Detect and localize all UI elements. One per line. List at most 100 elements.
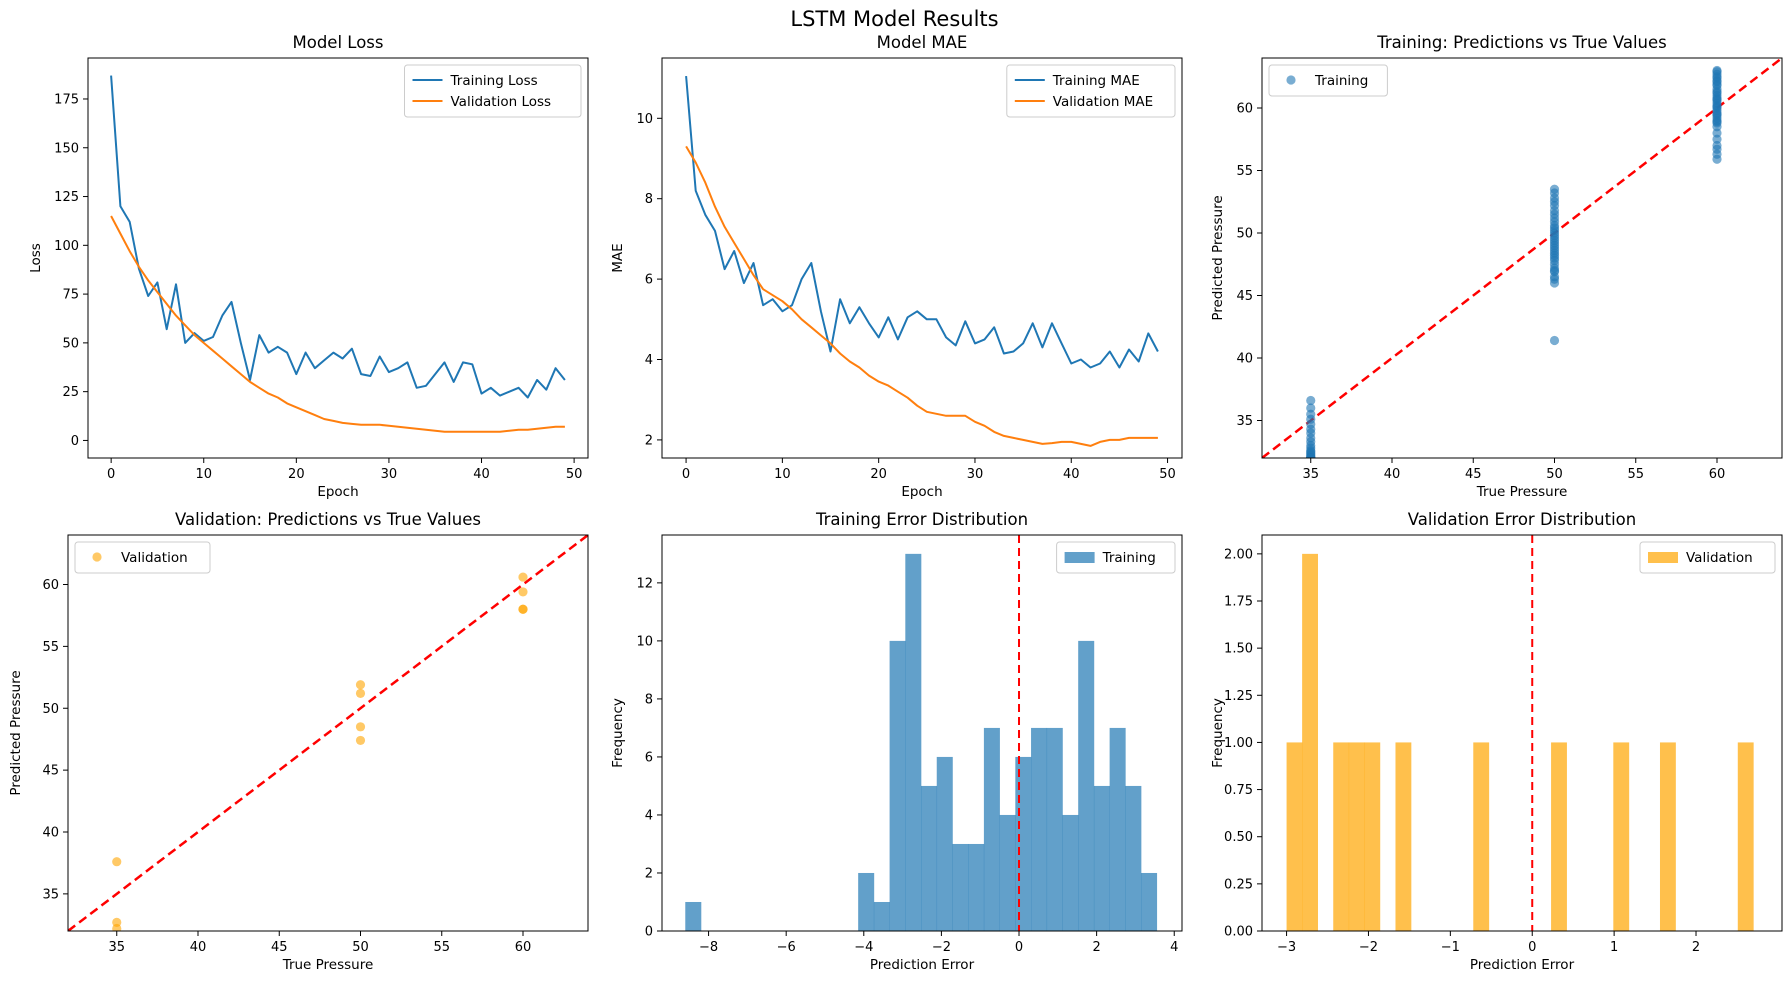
panel-6: Validation Error Distribution −3 −2 −1 0 1 2 0.… bbox=[1210, 510, 1783, 973]
x-axis-label: True Pressure bbox=[1476, 484, 1568, 500]
series-line-2 bbox=[685, 145, 1158, 447]
x-tick-label: −8 bbox=[699, 940, 718, 955]
histogram-bar bbox=[1125, 785, 1142, 931]
plot-area bbox=[110, 75, 566, 433]
plot-title: Model MAE bbox=[877, 33, 968, 52]
scatter-point bbox=[1712, 109, 1722, 119]
scatter-point bbox=[355, 735, 366, 746]
x-axis-label: Epoch bbox=[901, 484, 942, 500]
x-tick-label: 0 bbox=[682, 467, 690, 482]
y-tick-label: 1.75 bbox=[1224, 595, 1253, 610]
legend: Training bbox=[1268, 64, 1388, 97]
x-axis-label: True Pressure bbox=[282, 957, 374, 973]
x-axis-label: Epoch bbox=[317, 484, 358, 500]
x-tick-label: −3 bbox=[1277, 940, 1296, 955]
axes-frame bbox=[87, 57, 589, 459]
y-tick-label: 6 bbox=[645, 750, 653, 765]
x-tick-label: 20 bbox=[288, 467, 305, 482]
plot-area bbox=[1262, 58, 1782, 458]
histogram-bar bbox=[921, 785, 938, 931]
y-tick-label: 0.75 bbox=[1224, 783, 1253, 798]
x-tick-label: −4 bbox=[854, 940, 873, 955]
y-tick-label: 4 bbox=[645, 353, 653, 368]
axes-frame bbox=[661, 534, 1183, 932]
histogram-bar bbox=[1302, 553, 1318, 931]
legend-label: Validation Loss bbox=[451, 94, 552, 110]
histogram-bar bbox=[685, 901, 702, 931]
plot-area bbox=[685, 76, 1159, 447]
scatter-point bbox=[112, 857, 122, 867]
legend-label: Training Loss bbox=[450, 73, 538, 89]
x-tick-label: 35 bbox=[1302, 467, 1319, 482]
x-tick-label: 10 bbox=[195, 467, 212, 482]
histogram-bar bbox=[1286, 742, 1303, 931]
y-tick-label: 55 bbox=[42, 640, 59, 655]
histogram-bar bbox=[1473, 742, 1490, 931]
histogram-bar bbox=[1109, 727, 1126, 931]
y-tick-label: 35 bbox=[1236, 414, 1253, 429]
y-tick-label: 60 bbox=[1236, 102, 1253, 117]
series-line-2 bbox=[110, 215, 565, 433]
scatter-point bbox=[1712, 102, 1722, 112]
plot-title: Validation: Predictions vs True Values bbox=[175, 510, 481, 529]
histogram-bar bbox=[1364, 742, 1381, 931]
histogram-bar bbox=[968, 843, 985, 931]
y-tick-label: 60 bbox=[42, 578, 59, 593]
histogram-bar bbox=[999, 814, 1016, 931]
histogram-bar bbox=[1046, 727, 1063, 931]
x-tick-label: 0 bbox=[1015, 940, 1023, 955]
y-tick-label: 1.00 bbox=[1224, 736, 1253, 751]
y-tick-label: 50 bbox=[42, 702, 59, 717]
scatter-point bbox=[355, 680, 366, 690]
x-tick-label: 45 bbox=[271, 940, 288, 955]
scatter-point bbox=[1549, 278, 1560, 288]
legend-box bbox=[74, 541, 211, 574]
plot-area bbox=[1286, 535, 1754, 931]
histogram-bar bbox=[889, 640, 906, 931]
x-tick-label: 0 bbox=[1528, 940, 1536, 955]
x-tick-label: 35 bbox=[108, 940, 125, 955]
y-tick-label: 40 bbox=[42, 826, 59, 841]
y-tick-label: 2.00 bbox=[1224, 547, 1253, 562]
axes-frame bbox=[67, 534, 589, 932]
x-tick-label: −2 bbox=[932, 940, 951, 955]
x-tick-label: 50 bbox=[566, 467, 583, 482]
legend-box bbox=[1056, 541, 1176, 574]
histogram-bar bbox=[1093, 785, 1110, 931]
x-tick-label: 20 bbox=[870, 467, 887, 482]
y-tick-label: 10 bbox=[636, 112, 653, 127]
y-axis-label: Frequency bbox=[610, 698, 626, 768]
plot-title: Training Error Distribution bbox=[815, 510, 1028, 529]
legend-box bbox=[1639, 541, 1776, 574]
plot-title: Model Loss bbox=[293, 33, 384, 52]
y-axis-label: Loss bbox=[28, 243, 44, 273]
histogram-bar bbox=[1613, 742, 1630, 931]
x-tick-label: 1 bbox=[1610, 940, 1618, 955]
histogram-bar bbox=[1031, 727, 1048, 931]
histogram-bar bbox=[1062, 814, 1079, 931]
y-tick-label: 12 bbox=[636, 576, 653, 591]
scatter-point bbox=[518, 572, 528, 582]
y-tick-label: 45 bbox=[1236, 289, 1253, 304]
x-tick-label: 60 bbox=[1709, 467, 1726, 482]
y-tick-label: 0.00 bbox=[1224, 925, 1253, 940]
y-tick-label: 0 bbox=[71, 434, 79, 449]
x-tick-label: 2 bbox=[1692, 940, 1700, 955]
x-tick-label: 30 bbox=[967, 467, 984, 482]
legend: Training MAE Validation MAE bbox=[1006, 64, 1176, 118]
x-tick-label: 40 bbox=[473, 467, 490, 482]
x-tick-label: 55 bbox=[1627, 467, 1644, 482]
reference-line bbox=[1262, 58, 1782, 458]
histogram-bar bbox=[1395, 742, 1412, 931]
x-tick-label: 30 bbox=[381, 467, 398, 482]
y-tick-label: 125 bbox=[54, 190, 79, 205]
x-tick-label: −2 bbox=[1359, 940, 1378, 955]
legend: Training Loss Validation Loss bbox=[404, 64, 582, 118]
axes-frame bbox=[1261, 57, 1783, 459]
x-tick-label: 40 bbox=[1063, 467, 1080, 482]
x-tick-label: 40 bbox=[1384, 467, 1401, 482]
y-tick-label: 50 bbox=[1236, 227, 1253, 242]
y-tick-label: 8 bbox=[645, 192, 653, 207]
histogram-bar bbox=[1141, 872, 1158, 931]
